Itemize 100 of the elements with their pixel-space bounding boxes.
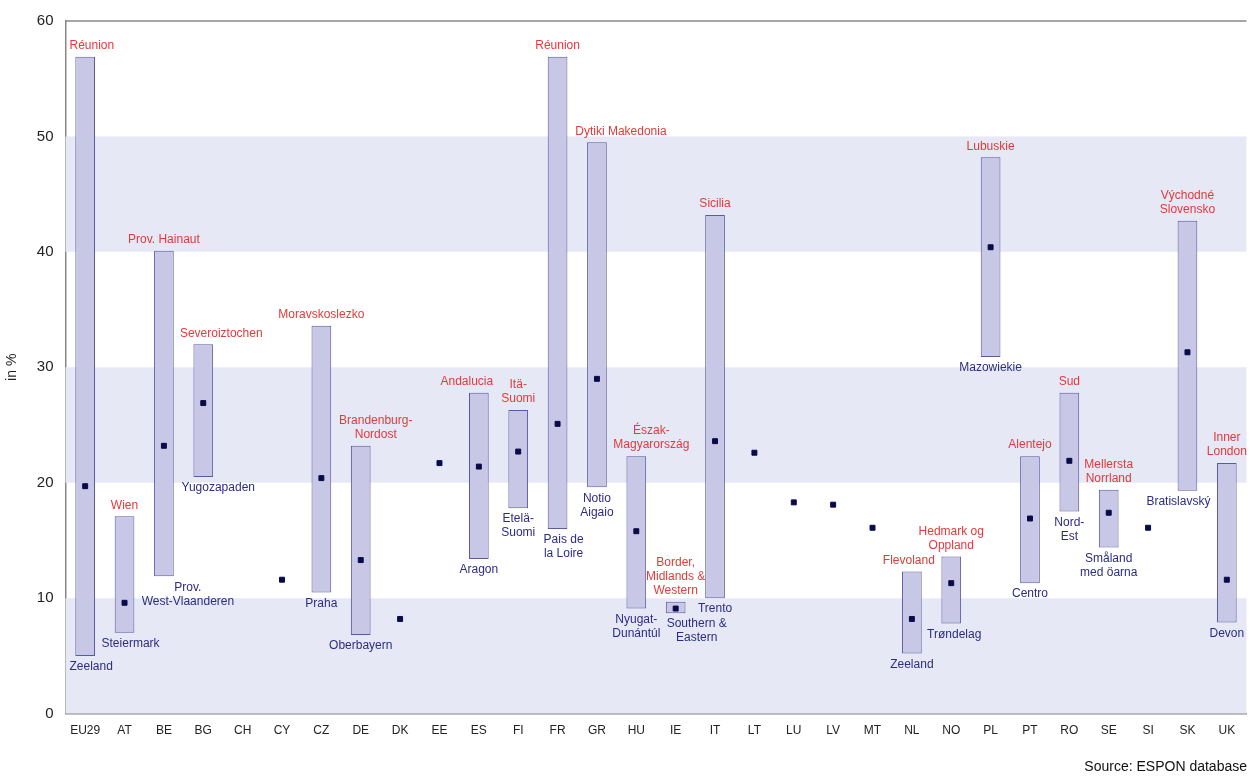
point <box>357 557 364 564</box>
annotation: Réunion <box>69 38 115 53</box>
annotation: Trento <box>697 601 733 616</box>
annotation: Hedmark og Oppland <box>918 523 984 552</box>
annotation: Mazowiekie <box>959 360 1023 375</box>
annotation: Border, Midlands & Western <box>645 554 706 597</box>
point <box>475 463 482 470</box>
x-tick-label: SI <box>1142 723 1154 738</box>
annotation: Trøndelag <box>927 626 982 641</box>
x-tick-label: IE <box>670 723 682 738</box>
annotation: Southern & Eastern <box>666 616 727 645</box>
annotation: Moravskoslezko <box>278 307 365 322</box>
point <box>712 438 719 445</box>
annotation: Severoiztochen <box>179 325 263 340</box>
point <box>279 576 285 583</box>
point <box>1027 515 1033 522</box>
x-tick-label: LU <box>786 723 802 738</box>
x-tick-label: LT <box>747 723 762 738</box>
annotation: Réunion <box>535 38 580 53</box>
point <box>200 400 207 407</box>
point <box>633 528 640 535</box>
x-tick-label: AT <box>117 723 133 738</box>
point <box>948 580 955 587</box>
annotation: Zeeland <box>890 656 934 671</box>
x-tick-label: EE <box>431 723 448 738</box>
point <box>1184 349 1191 356</box>
point <box>318 475 325 482</box>
annotation: Aragon <box>459 562 499 577</box>
x-tick-label: FR <box>549 723 566 738</box>
y-tick-label: 60 <box>36 11 54 29</box>
annotation: Oberbayern <box>329 638 393 653</box>
annotation: Småland med öarna <box>1080 550 1138 579</box>
x-tick-label: BG <box>194 723 212 738</box>
x-tick-label: DK <box>391 723 409 738</box>
annotation: Brandenburg- Nordost <box>339 413 413 442</box>
x-tick-label: ES <box>470 723 487 738</box>
point <box>908 615 915 622</box>
annotation: Devon <box>1209 625 1245 640</box>
annotation: Nyugat- Dunántúl <box>612 611 661 640</box>
x-tick-label: PT <box>1022 723 1039 738</box>
x-tick-label: CZ <box>313 723 330 738</box>
y-tick-label: 40 <box>36 242 54 260</box>
point <box>1223 576 1230 583</box>
annotation: Praha <box>305 595 338 610</box>
point <box>397 615 404 622</box>
y-tick-label: 20 <box>36 472 54 490</box>
annotation: Dytiki Makedonia <box>575 123 667 138</box>
x-tick-label: CY <box>273 723 291 738</box>
x-tick-label: PL <box>983 723 999 738</box>
annotation: Pais de la Loire <box>543 532 584 561</box>
annotation: Sud <box>1058 374 1081 389</box>
x-tick-label: SE <box>1100 723 1117 738</box>
x-tick-label: NO <box>942 723 961 738</box>
point <box>830 501 837 508</box>
annotation: Centro <box>1011 586 1049 601</box>
annotation: Észak- Magyarország <box>613 422 690 452</box>
point <box>436 460 443 467</box>
point <box>1145 524 1152 531</box>
x-tick-label: BE <box>155 723 172 738</box>
y-tick-label: 30 <box>36 357 54 375</box>
annotation: Notio Aigaio <box>580 490 614 519</box>
y-tick-label: 50 <box>36 126 54 144</box>
x-tick-label: IT <box>709 723 722 738</box>
point <box>554 420 561 427</box>
point <box>82 483 89 490</box>
annotation: Lubuskie <box>966 138 1015 153</box>
point <box>515 448 522 455</box>
annotation: Yugozapaden <box>181 480 255 495</box>
x-tick-label: CH <box>233 723 252 738</box>
point <box>1105 509 1112 516</box>
point <box>869 524 876 531</box>
annotation: Etelä- Suomi <box>501 511 536 540</box>
annotation: Prov. Hainaut <box>128 232 201 247</box>
annotation: Východné Slovensko <box>1159 188 1216 217</box>
annotation: Sicilia <box>699 196 732 211</box>
point <box>121 599 128 606</box>
x-tick-label: NL <box>904 723 920 738</box>
annotation: Zeeland <box>69 659 113 674</box>
y-axis-title: in % <box>3 353 20 381</box>
x-tick-label: SK <box>1179 723 1196 738</box>
annotation: Wien <box>110 497 139 512</box>
x-tick-label: LV <box>826 723 841 738</box>
point <box>987 244 994 251</box>
point <box>751 449 758 456</box>
point <box>160 442 167 449</box>
x-tick-label: UK <box>1218 723 1236 738</box>
annotation: Andalucia <box>440 374 494 389</box>
x-tick-label: HU <box>627 723 645 738</box>
x-tick-label: EU29 <box>70 723 101 738</box>
y-tick-label: 0 <box>45 703 54 721</box>
point <box>593 375 600 382</box>
annotation: Alentejo <box>1008 437 1052 452</box>
annotation: Steiermark <box>101 636 161 651</box>
point <box>790 499 797 506</box>
annotation: Prov. West-Vlaanderen <box>141 579 235 608</box>
annotation: Itä- Suomi <box>501 377 536 406</box>
x-tick-label: GR <box>587 723 607 738</box>
x-tick-label: RO <box>1060 723 1079 738</box>
source-note: Source: ESPON database <box>1084 757 1248 774</box>
annotation: Nord- Est <box>1054 514 1085 543</box>
